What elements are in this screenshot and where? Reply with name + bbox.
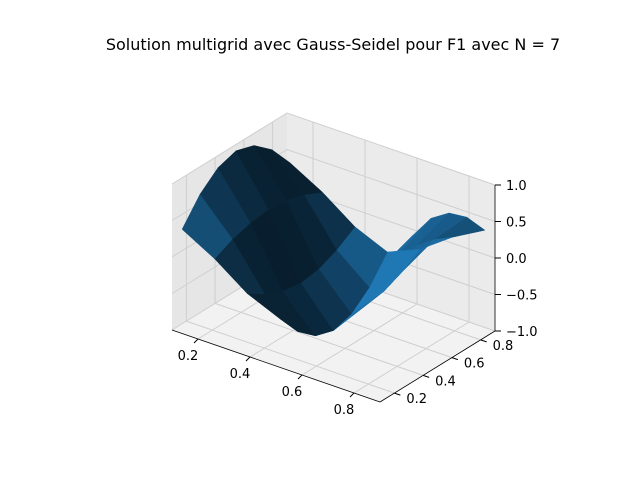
- y-tick-label: 0.4: [435, 374, 456, 389]
- surface-plot: [181, 145, 486, 337]
- z-tick-label: 1.0: [506, 179, 527, 194]
- x-tick-mark: [297, 374, 303, 380]
- y-tick-mark: [451, 357, 459, 361]
- z-tick-label: −1.0: [506, 325, 538, 340]
- y-axis-line: [379, 330, 496, 403]
- z-tick-label: 0.5: [506, 216, 527, 231]
- y-tick-label: 0.2: [406, 392, 427, 407]
- x-tick-label: 0.8: [334, 403, 355, 418]
- x-tick-label: 0.6: [282, 385, 303, 400]
- y-tick-label: 0.8: [493, 339, 514, 354]
- x-axis-line: [171, 329, 381, 403]
- x-tick-mark: [193, 338, 199, 344]
- surface-facet: [271, 149, 323, 195]
- y-tick-mark: [394, 392, 401, 396]
- y-tick-mark: [422, 374, 430, 378]
- z-tick-label: −0.5: [506, 289, 538, 304]
- grid-line-z: [171, 112, 496, 186]
- x-tick-label: 0.4: [230, 367, 251, 382]
- z-tick-label: 0.0: [506, 252, 527, 267]
- x-tick-mark: [245, 356, 251, 362]
- axis-ticks: 0.2 0.4 0.6 0.8 0.2 0.4 0.6 0.8 1.0 0.5 0.0 −0.5 −1.…: [178, 179, 538, 418]
- x-tick-mark: [349, 392, 355, 398]
- chart-title: Solution multigrid avec Gauss-Seidel pou…: [106, 35, 560, 54]
- y-tick-mark: [480, 339, 487, 343]
- y-tick-label: 0.6: [464, 357, 485, 372]
- x-tick-label: 0.2: [178, 349, 199, 364]
